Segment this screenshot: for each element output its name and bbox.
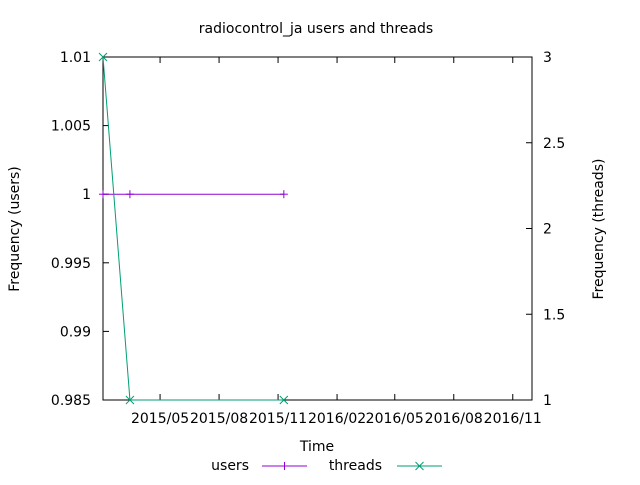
threads-point-marker xyxy=(415,461,424,471)
legend: users threads xyxy=(211,458,442,474)
legend-label-users: users xyxy=(211,458,249,474)
y-axis-label-right: Frequency (threads) xyxy=(591,159,607,300)
y-left-tick-label: 1.01 xyxy=(60,50,91,66)
y-right-tick-label: 2 xyxy=(543,222,552,238)
y-left-tick-label: 0.99 xyxy=(60,324,91,340)
y-left-tick-label: 0.995 xyxy=(51,256,91,272)
threads-series-line xyxy=(102,56,284,401)
plot-frame xyxy=(102,56,533,401)
y-axis-label-left: Frequency (users) xyxy=(7,166,23,292)
x-tick-label: 2015/05 xyxy=(131,411,189,427)
legend-label-threads: threads xyxy=(329,458,382,474)
y-right-tick-label: 1.5 xyxy=(543,307,565,323)
x-tick-label: 2016/11 xyxy=(484,411,542,427)
threads-point-marker xyxy=(98,52,108,62)
y-left-tick-label: 1 xyxy=(82,187,91,203)
chart-title: radiocontrol_ja users and threads xyxy=(199,21,433,37)
x-tick-label: 2016/08 xyxy=(425,411,483,427)
y-left-tick-label: 1.005 xyxy=(51,119,91,135)
threads-point-marker xyxy=(125,395,135,405)
y-right-tick-label: 1 xyxy=(543,393,552,409)
x-tick-label: 2015/11 xyxy=(249,411,307,427)
threads-point-marker xyxy=(279,395,289,405)
x-tick-label: 2016/05 xyxy=(366,411,424,427)
y-right-tick-label: 3 xyxy=(543,50,552,66)
y-left-tick-label: 0.985 xyxy=(51,393,91,409)
x-tick-label: 2016/02 xyxy=(308,411,366,427)
x-tick-label: 2015/08 xyxy=(190,411,248,427)
x-axis-label: Time xyxy=(299,439,334,455)
y-right-tick-label: 2.5 xyxy=(543,136,565,152)
